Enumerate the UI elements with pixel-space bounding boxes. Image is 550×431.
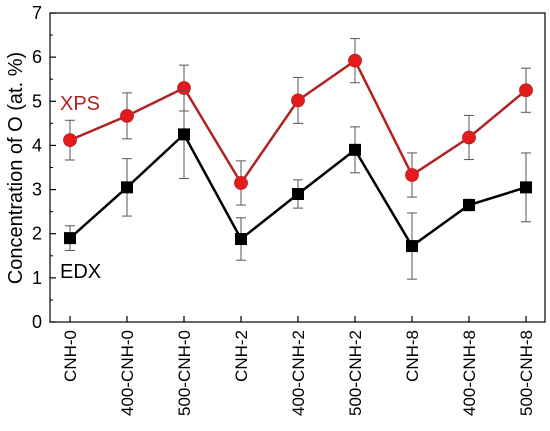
y-tick-label: 0 <box>32 312 42 332</box>
x-tick-label: 500-CNH-0 <box>175 330 194 416</box>
y-axis-label: Concentration of O (at. %) <box>5 52 27 284</box>
y-tick-label: 3 <box>32 180 42 200</box>
data-point <box>64 232 76 245</box>
x-tick-label: CNH-2 <box>232 330 251 382</box>
series-label-xps: XPS <box>60 93 100 115</box>
data-point <box>519 83 533 98</box>
data-point <box>520 181 532 194</box>
series-layer <box>63 38 533 280</box>
y-tick-label: 2 <box>32 224 42 244</box>
y-tick-label: 5 <box>32 91 42 111</box>
x-axis: CNH-0 400-CNH-0 500-CNH-0 CNH-2 400-CNH-2 500… <box>61 316 536 416</box>
y-tick-label: 1 <box>32 268 42 288</box>
data-point <box>63 133 77 148</box>
x-tick-label: 500-CNH-2 <box>346 330 365 416</box>
data-point <box>235 233 247 246</box>
data-point <box>462 130 476 145</box>
data-point <box>120 108 134 123</box>
data-point <box>349 143 361 156</box>
y-axis: 0 1 2 3 4 5 6 7 <box>32 3 56 332</box>
data-point <box>178 128 190 141</box>
series-label-edx: EDX <box>60 261 101 283</box>
x-tick-label: 400-CNH-2 <box>289 330 308 416</box>
data-point <box>405 168 419 182</box>
plot-frame <box>49 12 546 323</box>
data-point <box>234 176 248 190</box>
y-tick-label: 6 <box>32 47 42 67</box>
data-point <box>348 53 362 68</box>
x-tick-label: CNH-0 <box>61 330 80 382</box>
plot-border <box>49 12 546 323</box>
data-point <box>291 93 305 108</box>
x-tick-label: 400-CNH-0 <box>118 330 137 416</box>
x-tick-label: CNH-8 <box>403 330 422 382</box>
y-tick-label: 4 <box>32 135 42 155</box>
y-tick-label: 7 <box>32 3 42 23</box>
series-edx <box>64 89 532 280</box>
data-point <box>121 181 133 194</box>
data-point <box>406 240 418 253</box>
series-xps <box>63 38 533 206</box>
data-point <box>463 199 475 212</box>
data-point <box>292 187 304 200</box>
x-tick-label: 500-CNH-8 <box>517 330 536 416</box>
x-tick-label: 400-CNH-8 <box>460 330 479 416</box>
